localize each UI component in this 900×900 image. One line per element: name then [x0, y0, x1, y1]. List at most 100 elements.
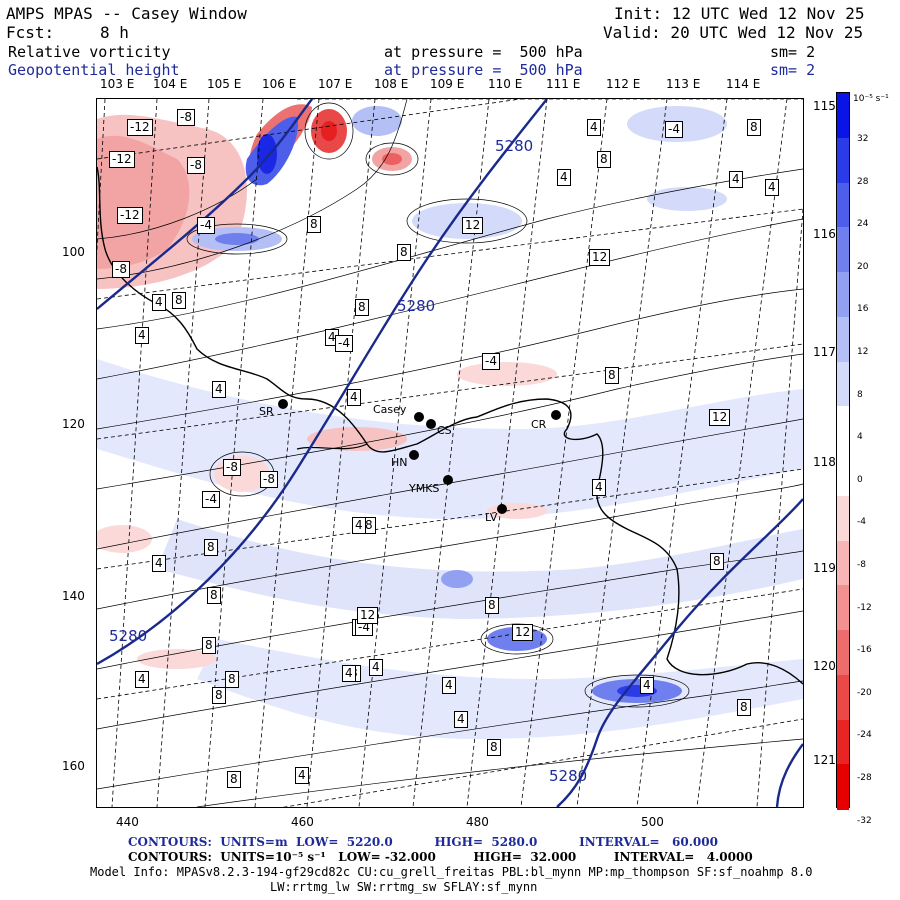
field1-smoothing: sm= 2 — [770, 43, 816, 61]
colorbar-label: 24 — [857, 219, 869, 230]
negative-vorticity-area — [97, 135, 190, 269]
negative-vorticity-area — [137, 649, 217, 669]
vorticity-contours — [97, 99, 803, 807]
vorticity-contour-label: 4 — [352, 517, 366, 534]
station-label: CS — [437, 424, 452, 437]
colorbar-segment — [837, 585, 849, 631]
vorticity-contour-label: 8 — [737, 699, 751, 716]
colorbar-segment — [837, 272, 849, 318]
positive-vorticity-band — [157, 519, 803, 619]
colorbar-segment — [837, 316, 849, 362]
colorbar-label: 32 — [857, 134, 869, 144]
forecast-value: 8 h — [100, 23, 129, 42]
vorticity-contour-label: 12 — [357, 607, 379, 624]
field1-level: at pressure = 500 hPa — [384, 43, 583, 61]
vorticity-contour-label: 8 — [487, 739, 501, 756]
model-physics: LW:rrtmg_lw SW:rrtmg_sw SFLAY:sf_mynn — [270, 880, 538, 894]
x-tick-label: 440 — [116, 815, 139, 829]
vorticity-contour-label: -4 — [202, 491, 220, 508]
colorbar-label: 0 — [857, 474, 863, 485]
colorbar-label: -20 — [857, 687, 872, 698]
positive-vorticity-band — [197, 639, 803, 739]
y-tick-label: 120 — [62, 417, 85, 431]
vorticity-contour-label: -8 — [177, 109, 195, 126]
field2-level: at pressure = 500 hPa — [384, 61, 583, 79]
geopotential-height-contours — [97, 99, 803, 807]
vorticity-contour-label: 4 — [347, 389, 361, 406]
vorticity-contour-label: 4 — [295, 767, 309, 784]
negative-vorticity-core — [321, 121, 337, 141]
lon-label: 107 E — [318, 77, 353, 91]
station-label: LV — [485, 511, 498, 524]
vorticity-contour-label: 4 — [442, 677, 456, 694]
lon-label: 104 E — [153, 77, 188, 91]
colorbar-unit: 10⁻⁵ s⁻¹ — [853, 94, 889, 104]
colorbar-segment — [837, 406, 849, 452]
negative-vorticity-area — [307, 427, 407, 451]
colorbar-segment — [837, 719, 849, 765]
colorbar-label: -8 — [857, 560, 866, 570]
height-contour-label: 5280 — [109, 627, 148, 645]
vorticity-contour-label: -4 — [335, 335, 353, 352]
lon-label: 103 E — [100, 77, 135, 91]
colorbar-segment — [837, 137, 849, 183]
vorticity-contour-label: -8 — [112, 261, 130, 278]
vorticity-contour-label: -4 — [665, 121, 683, 138]
lon-label: 108 E — [374, 77, 409, 91]
vorticity-contour-label: -8 — [223, 459, 241, 476]
vorticity-contour-label: 8 — [605, 367, 619, 384]
vorticity-contour-label: 8 — [747, 119, 761, 136]
vorticity-contour-label: 8 — [212, 687, 226, 704]
vorticity-contour-label: 4 — [765, 179, 779, 196]
y-tick-label: 160 — [62, 759, 85, 773]
vorticity-contour-label: 4 — [640, 677, 654, 694]
vorticity-contour-label: 4 — [342, 665, 356, 682]
vorticity-contour-label: 4 — [587, 119, 601, 136]
vorticity-contour-label: 4 — [152, 555, 166, 572]
vorticity-contour-label: 8 — [710, 553, 724, 570]
height-contour-label: 5280 — [397, 297, 436, 315]
field2-name: Geopotential height — [8, 61, 180, 79]
map-title: AMPS MPAS -- Casey Window — [6, 4, 247, 23]
vorticity-contour-label: 4 — [729, 171, 743, 188]
colorbar-label: -12 — [857, 602, 872, 613]
lon-label: 112 E — [606, 77, 641, 91]
vorticity-contour-label: 8 — [355, 299, 369, 316]
vorticity-contour-label: 4 — [557, 169, 571, 186]
colorbar-segment — [837, 764, 849, 810]
vorticity-contour-label: 12 — [462, 217, 484, 234]
colorbar-segment — [837, 361, 849, 407]
colorbar-segment — [837, 451, 849, 497]
vorticity-contour-label: 8 — [397, 244, 411, 261]
valid-time: Valid: 20 UTC Wed 12 Nov 25 — [603, 23, 864, 42]
colorbar-label: -28 — [857, 773, 872, 783]
vorticity-contour-label: 8 — [307, 216, 321, 233]
colorbar-label: 12 — [857, 347, 869, 357]
lon-label: 113 E — [666, 77, 701, 91]
vorticity-contour-label: -4 — [482, 353, 500, 370]
lon-label: 105 E — [207, 77, 242, 91]
colorbar-segment — [837, 540, 849, 586]
colorbar-label: -4 — [857, 517, 866, 528]
y-tick-label: 140 — [62, 589, 85, 603]
vorticity-contour-info: CONTOURS: UNITS=10⁻⁵ s⁻¹ LOW= -32.000 HI… — [128, 850, 753, 864]
station-label: SR — [259, 405, 274, 418]
vorticity-contour-label: -8 — [260, 471, 278, 488]
positive-vorticity-core — [215, 233, 259, 245]
forecast-label: Fcst: — [6, 23, 55, 42]
vorticity-contour-label: -12 — [109, 151, 135, 168]
vorticity-contour-label: 8 — [485, 597, 499, 614]
station-label: HN — [391, 456, 408, 469]
colorbar-label: 16 — [857, 304, 869, 315]
vorticity-contour-label: 12 — [589, 249, 611, 266]
vorticity-contour-label: 8 — [225, 671, 239, 688]
colorbar-label: -24 — [857, 730, 872, 741]
colorbar — [836, 92, 850, 810]
map-canvas — [97, 99, 803, 807]
vorticity-contour-label: 8 — [207, 587, 221, 604]
lon-label: 106 E — [262, 77, 297, 91]
field1-name: Relative vorticity — [8, 43, 171, 61]
vorticity-contour-label: 4 — [369, 659, 383, 676]
x-tick-label: 480 — [466, 815, 489, 829]
lon-label: 111 E — [546, 77, 581, 91]
